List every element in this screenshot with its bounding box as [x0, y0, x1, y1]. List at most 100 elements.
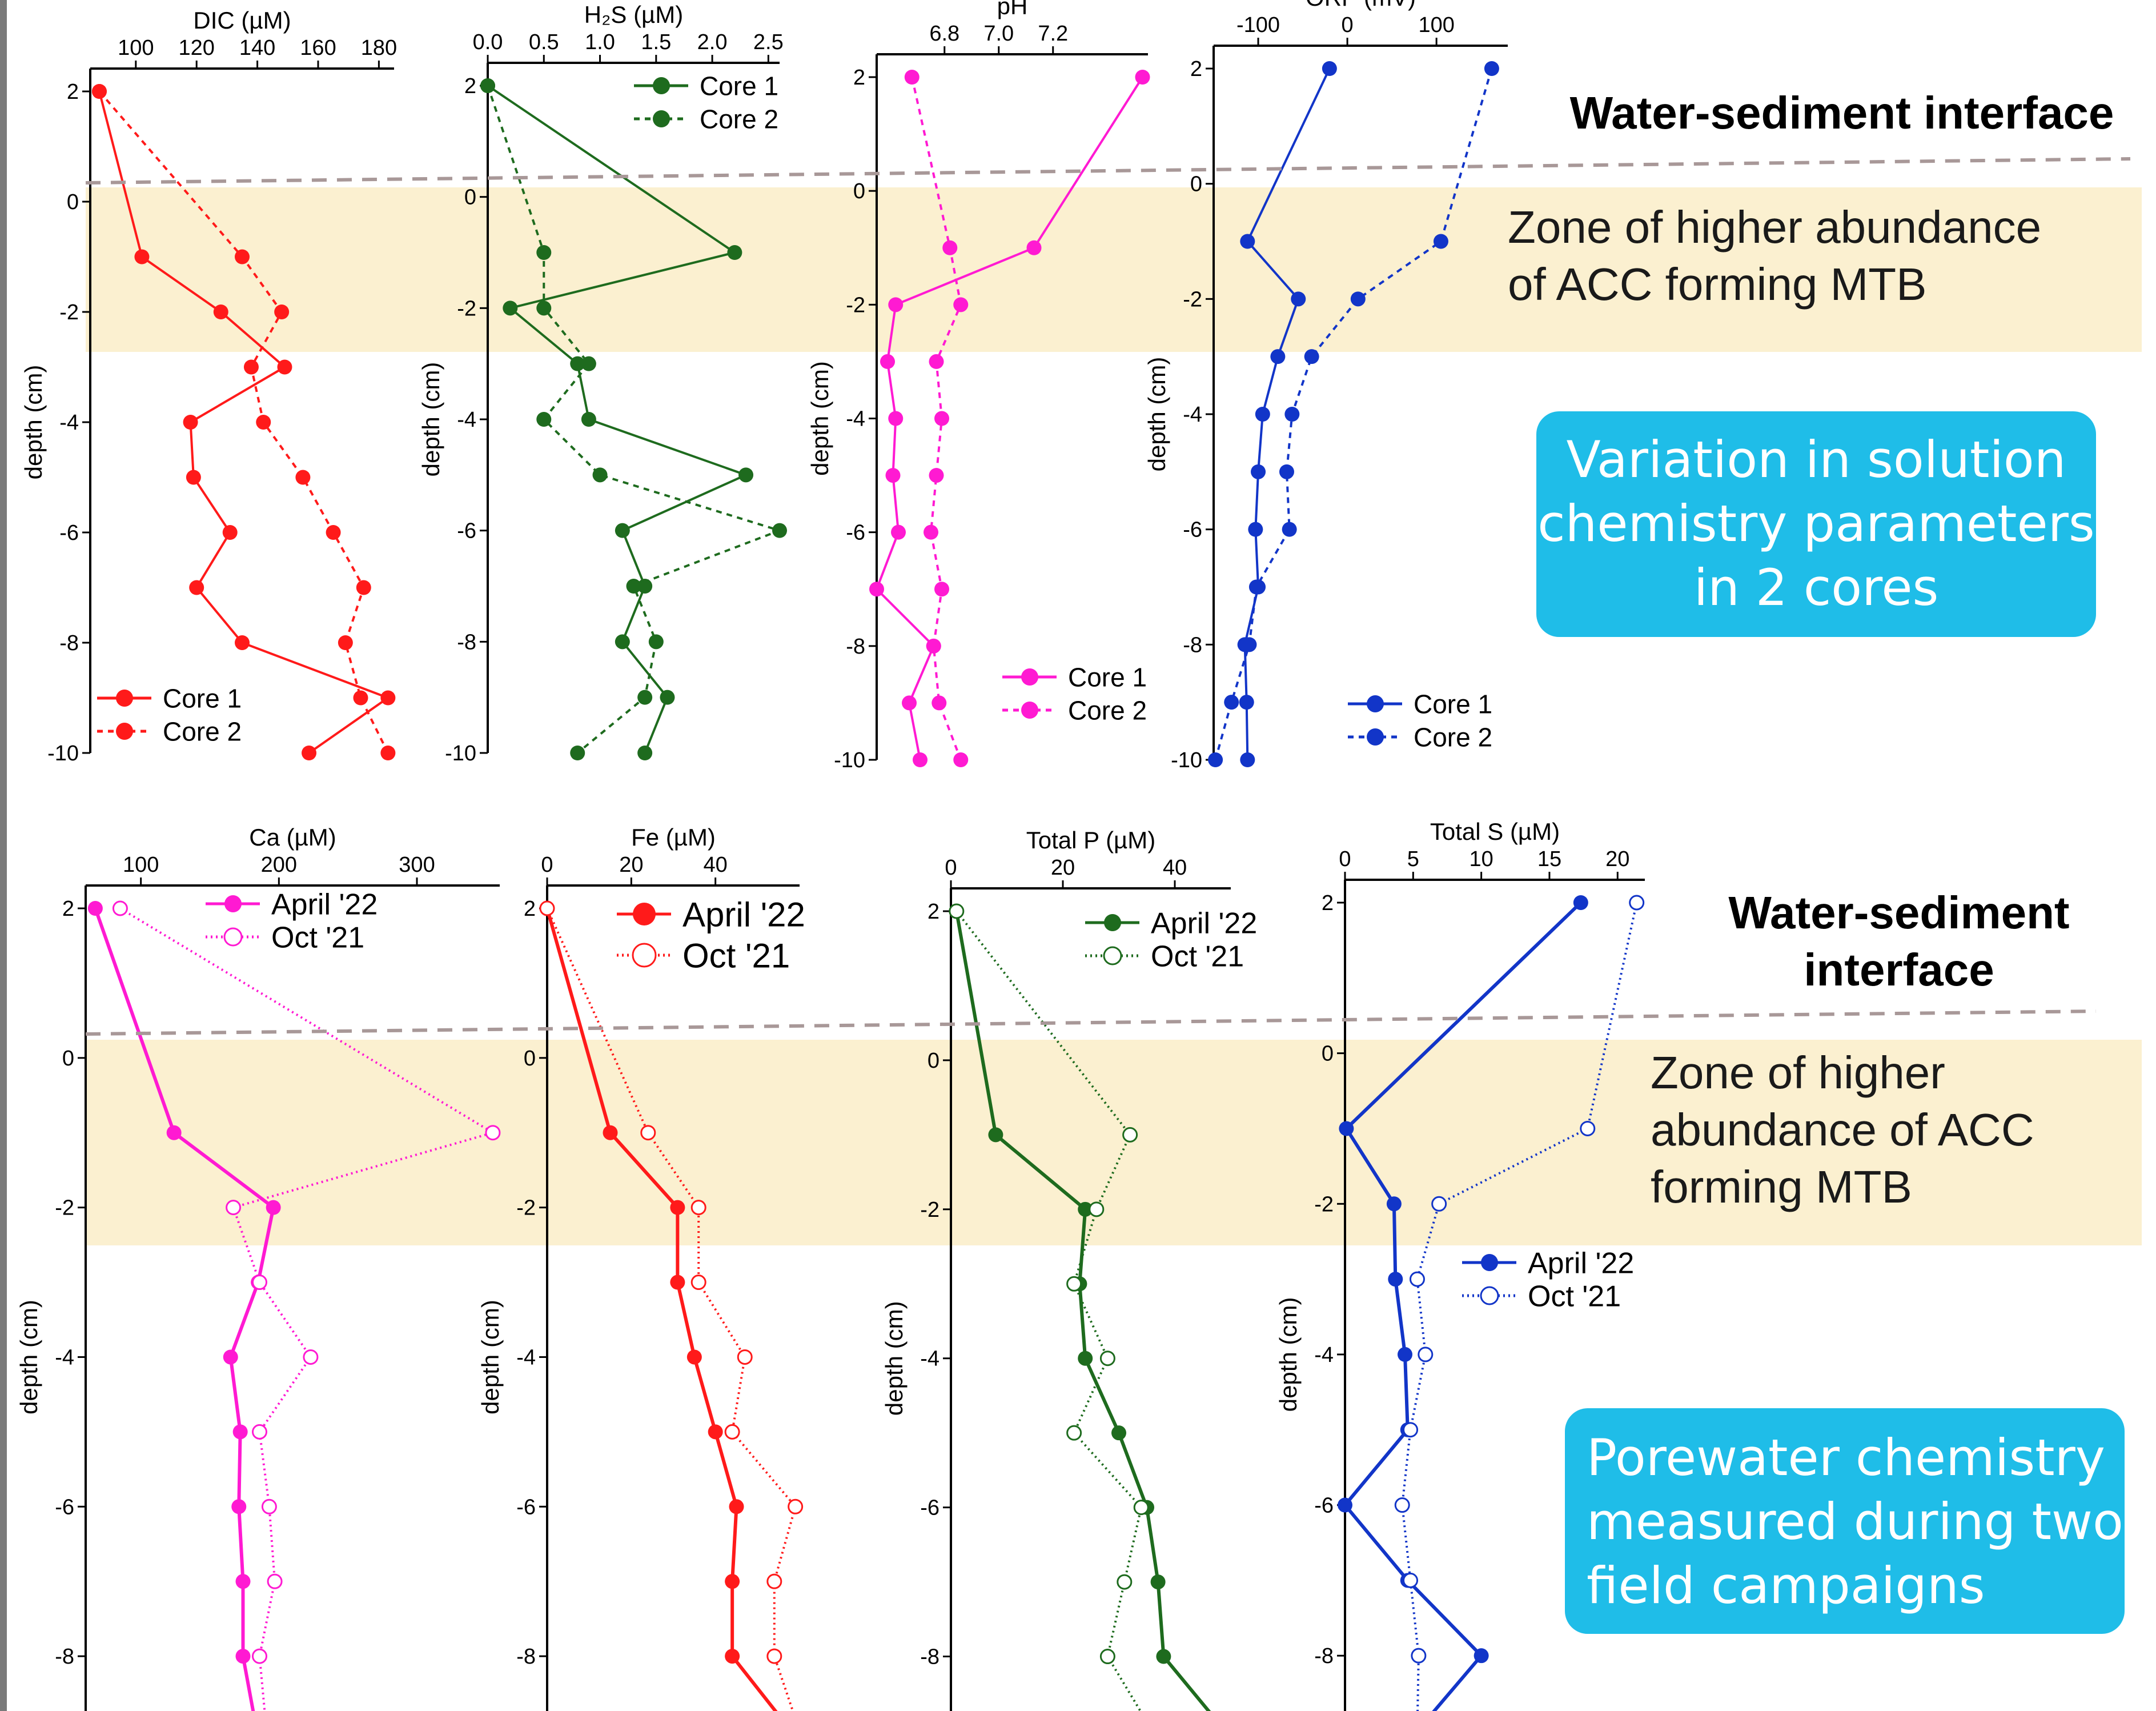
data-point	[1403, 1572, 1419, 1588]
series-line	[487, 85, 749, 754]
data-point	[536, 300, 552, 316]
data-point	[1433, 234, 1448, 249]
data-point	[570, 746, 585, 760]
data-point	[235, 1574, 251, 1589]
y-axis-title: depth (cm)	[15, 1300, 42, 1415]
y-tick-label: -2	[846, 293, 865, 317]
y-tick-label: -8	[55, 1645, 74, 1669]
data-point	[183, 415, 198, 430]
data-point	[1386, 1196, 1402, 1212]
y-tick-label: -6	[920, 1496, 940, 1520]
data-point	[266, 1200, 281, 1215]
y-tick-label: -4	[1314, 1343, 1334, 1367]
top-interface-line	[85, 157, 2131, 185]
legend-marker	[1481, 1254, 1498, 1271]
data-point	[186, 470, 201, 485]
data-point	[1409, 1271, 1425, 1287]
legend-label: Oct '21	[1528, 1280, 1621, 1313]
x-tick-label: 7.2	[1038, 22, 1068, 46]
data-point	[766, 1573, 782, 1589]
x-tick-label: 0.0	[473, 30, 503, 54]
data-point	[1248, 522, 1263, 537]
y-tick-label: -4	[55, 1345, 74, 1369]
legend-marker	[1367, 728, 1384, 746]
chart-panel: 0.0 0.5 1.0 1.5 2.0 2.5 H₂S (µM) 2 0 -2 -4 -6 -8 -10 d…	[417, 1, 787, 766]
data-point	[670, 1200, 685, 1215]
legend-marker	[653, 77, 670, 94]
data-point	[231, 1499, 247, 1514]
data-point	[1304, 349, 1319, 364]
x-tick-label: 0	[541, 853, 553, 877]
x-tick-label: 120	[178, 36, 214, 60]
x-tick-label: 180	[361, 36, 397, 60]
y-axis-title: depth (cm)	[20, 365, 47, 480]
data-point	[267, 1573, 283, 1589]
data-point	[1394, 1497, 1410, 1513]
y-tick-label: -2	[1183, 287, 1202, 311]
y-tick-label: -8	[846, 635, 865, 659]
bottom-zone-label-line3: forming MTB	[1651, 1161, 1912, 1212]
data-point	[302, 746, 317, 760]
data-point	[223, 1349, 238, 1365]
legend-label: Oct '21	[1151, 940, 1244, 973]
bottom-interface-label-line1: Water-sediment	[1728, 887, 2069, 938]
y-axis-title: depth (cm)	[1275, 1297, 1302, 1412]
data-point	[1573, 895, 1588, 910]
y-tick-label: -4	[1183, 403, 1202, 427]
data-point	[1026, 240, 1042, 255]
legend-marker	[116, 690, 133, 707]
data-point	[686, 1349, 702, 1365]
series-line	[94, 908, 275, 1711]
legend-marker	[1104, 914, 1121, 931]
data-point	[380, 690, 396, 706]
x-axis-title: DIC (µM)	[193, 7, 291, 34]
chart-panel: -100 0 100ORP (mV) 2 0 -2 -4 -6 -8 -10 depth (cm) C…	[1143, 0, 1508, 772]
data-point	[166, 1125, 182, 1140]
data-point	[1270, 349, 1286, 364]
data-point	[690, 1275, 706, 1291]
y-tick-label: -10	[834, 748, 865, 772]
y-tick-label: -2	[1314, 1192, 1334, 1216]
x-tick-label: 100	[1418, 13, 1454, 37]
data-point	[737, 1349, 753, 1365]
y-tick-label: -2	[457, 296, 476, 320]
data-point	[338, 635, 353, 650]
data-point	[252, 1275, 267, 1291]
data-point	[222, 525, 238, 540]
x-axis-title: H₂S (µM)	[584, 1, 683, 28]
legend-label: Core 2	[163, 717, 242, 747]
y-axis-title: depth (cm)	[417, 362, 444, 477]
data-point	[1418, 1347, 1434, 1363]
data-point	[670, 1275, 685, 1290]
data-point	[902, 695, 917, 711]
legend-label: Core 1	[1068, 663, 1147, 692]
left-edge-bar	[0, 0, 7, 1711]
data-point	[235, 249, 250, 265]
legend-label: Core 2	[700, 105, 778, 134]
bottom-zone-label-line1: Zone of higher	[1651, 1047, 1945, 1098]
top-zone-band	[86, 187, 2142, 352]
data-point	[615, 523, 630, 538]
data-point	[235, 1649, 251, 1664]
data-point	[929, 468, 944, 483]
legend-label: Core 2	[1414, 723, 1492, 752]
data-point	[1629, 895, 1645, 911]
y-tick-label: 2	[853, 66, 865, 90]
x-tick-label: 40	[1163, 856, 1187, 880]
legend-label: Oct '21	[271, 921, 364, 955]
y-tick-label: -2	[920, 1198, 940, 1222]
data-point	[1338, 1497, 1352, 1513]
y-tick-label: -10	[445, 742, 476, 766]
x-tick-label: 20	[1051, 856, 1075, 880]
legend-marker	[1021, 668, 1038, 686]
data-point	[1150, 1574, 1166, 1590]
data-point	[603, 1125, 618, 1140]
top-box-line1: Variation in solution	[1566, 430, 2066, 489]
data-point	[1099, 1351, 1115, 1367]
y-tick-label: 0	[464, 186, 476, 210]
data-point	[1224, 695, 1239, 710]
data-point	[1291, 291, 1306, 307]
x-tick-label: 1.0	[585, 30, 615, 54]
